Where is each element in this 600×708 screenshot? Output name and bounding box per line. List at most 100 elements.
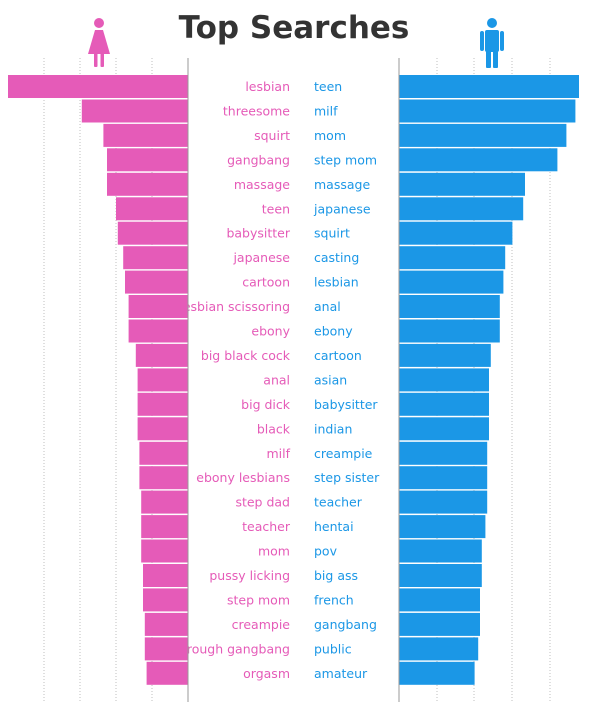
male-bar-7 [399,221,513,245]
female-label-19: teacher [242,519,291,534]
female-bar-16 [139,441,188,465]
male-label-9: lesbian [314,275,359,290]
female-bar-18 [141,490,188,514]
male-label-12: cartoon [314,348,362,363]
female-bar-8 [123,246,188,270]
female-label-6: teen [262,201,290,216]
male-label-17: step sister [314,470,380,485]
female-label-11: ebony [251,324,290,339]
male-bar-13 [399,368,489,392]
male-bar-6 [399,197,524,221]
male-bar-20 [399,539,482,563]
female-bar-20 [141,539,188,563]
male-label-18: teacher [314,495,363,510]
female-label-1: lesbian [245,79,290,94]
male-label-11: ebony [314,324,353,339]
female-bar-9 [125,270,188,294]
female-label-8: japanese [232,250,290,265]
female-bar-21 [143,564,188,587]
male-label-21: big ass [314,568,358,583]
female-bar-10 [128,295,188,318]
bars-layer [8,75,579,685]
female-bar-4 [107,148,188,172]
male-bar-17 [399,466,488,490]
female-label-13: anal [263,372,290,387]
male-bar-25 [399,661,475,685]
male-label-19: hentai [314,519,354,534]
female-bar-13 [137,368,188,392]
male-bar-9 [399,270,504,294]
female-label-17: ebony lesbians [196,470,290,485]
male-bar-22 [399,588,480,612]
male-label-20: pov [314,544,338,559]
female-label-14: big dick [241,397,291,412]
labels-layer: lesbian threesome squirt gangbang massage tee… [179,79,380,681]
female-label-3: squirt [254,128,290,143]
male-bar-16 [399,441,488,465]
female-label-9: cartoon [242,275,290,290]
male-label-24: public [314,641,352,656]
female-label-22: step mom [227,592,290,607]
female-label-12: big black cock [201,348,291,363]
female-label-23: creampie [232,617,291,632]
male-bar-21 [399,564,482,587]
male-label-10: anal [314,299,341,314]
female-bar-24 [144,637,188,661]
male-bar-3 [399,123,567,147]
female-figure-icon [88,18,110,67]
male-label-14: babysitter [314,397,378,412]
male-label-16: creampie [314,446,373,461]
female-label-21: pussy licking [209,568,290,583]
male-label-22: french [314,592,354,607]
female-bar-19 [141,515,188,539]
male-label-4: step mom [314,152,377,167]
male-label-2: milf [314,104,338,119]
female-bar-7 [117,221,188,245]
female-bar-2 [81,99,188,123]
female-bar-3 [103,123,188,147]
male-figure-icon [480,18,504,68]
female-label-20: mom [258,544,290,559]
female-bar-14 [137,392,188,416]
female-label-5: massage [234,177,290,192]
female-label-10: lesbian scissoring [179,299,290,314]
male-bar-18 [399,490,488,514]
female-bar-6 [116,197,188,221]
male-bar-2 [399,99,576,123]
male-label-7: squirt [314,226,350,241]
female-bar-15 [137,417,188,441]
male-bar-4 [399,148,558,172]
female-bar-25 [146,661,188,685]
male-label-23: gangbang [314,617,377,632]
male-label-5: massage [314,177,370,192]
male-bar-8 [399,246,506,270]
female-bar-23 [144,612,188,636]
female-label-25: orgasm [243,666,290,681]
female-label-2: threesome [223,104,290,119]
female-bar-17 [139,466,188,490]
male-bar-10 [399,295,500,318]
male-bar-24 [399,637,479,661]
female-label-18: step dad [235,495,290,510]
male-bar-11 [399,319,500,343]
male-bar-12 [399,343,491,367]
male-label-8: casting [314,250,359,265]
female-label-16: milf [266,446,290,461]
axis-layer [187,58,400,702]
female-label-4: gangbang [227,152,290,167]
male-label-6: japanese [313,201,371,216]
female-bar-1 [8,75,188,98]
female-bar-11 [128,319,188,343]
male-label-15: indian [314,421,352,436]
male-label-3: mom [314,128,346,143]
male-bar-15 [399,417,489,441]
male-bar-14 [399,392,489,416]
female-label-7: babysitter [226,226,290,241]
female-bar-12 [135,343,188,367]
male-bar-5 [399,172,525,196]
male-bar-19 [399,515,486,539]
female-label-24: rough gangbang [187,641,290,656]
male-label-13: asian [314,372,347,387]
male-label-25: amateur [314,666,368,681]
